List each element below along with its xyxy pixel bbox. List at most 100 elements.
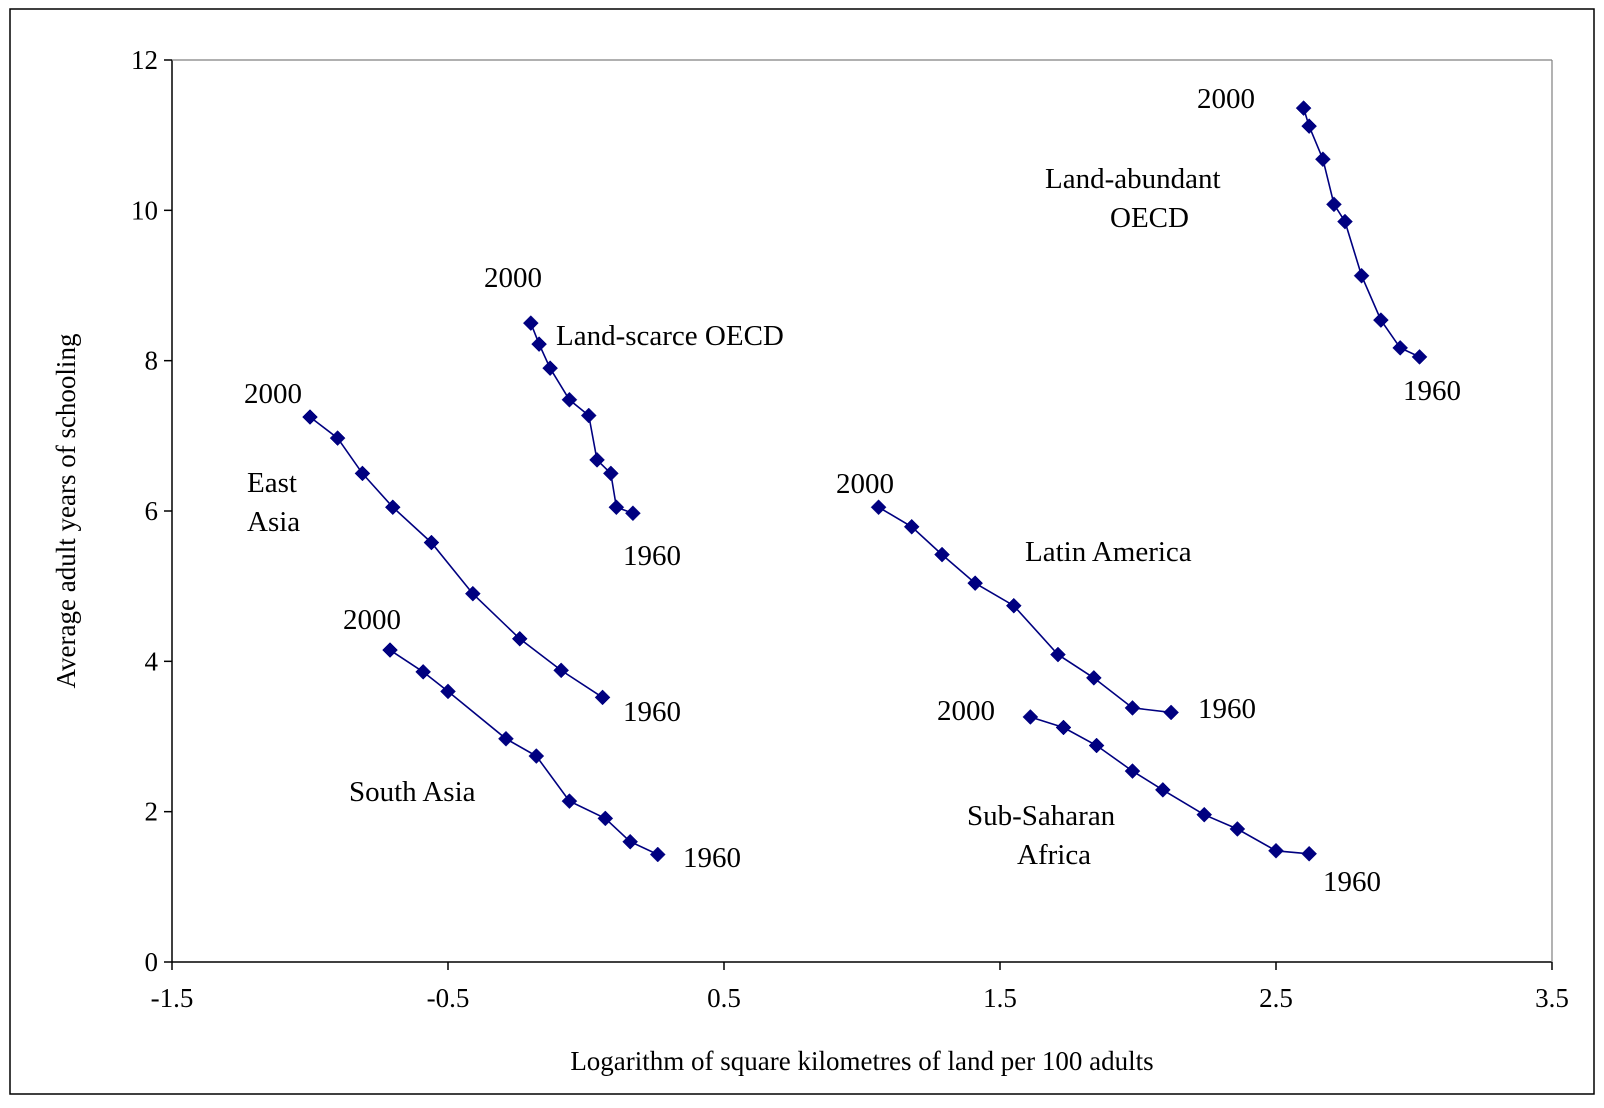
data-point (1124, 763, 1141, 779)
data-point (542, 360, 558, 377)
data-point (561, 391, 578, 408)
x-tick-label: 1.5 (983, 983, 1017, 1013)
data-point (522, 315, 539, 331)
data-point (464, 585, 481, 602)
data-point (553, 662, 570, 679)
y-tick-label: 12 (131, 45, 158, 75)
data-point (625, 505, 641, 522)
data-point (1392, 340, 1409, 356)
data-point (594, 689, 611, 706)
land-scarce-oecd-label: Land-scarce OECD (556, 320, 784, 352)
data-point (384, 499, 401, 516)
data-point (580, 407, 597, 424)
data-point (528, 748, 545, 764)
series-layer (302, 100, 1428, 863)
land-abundant-oecd-label-line1: Land-abundant (1045, 163, 1221, 195)
data-point (1315, 151, 1331, 168)
data-point (1337, 213, 1353, 230)
land-scarce-oecd-2000-label: 2000 (484, 262, 542, 294)
chart-frame (9, 8, 1595, 1095)
data-point (1268, 842, 1284, 859)
land-scarce-oecd-1960-label: 1960 (623, 540, 681, 572)
data-point (1301, 118, 1317, 135)
data-point (597, 810, 614, 827)
land-abundant-oecd-2000-label: 2000 (1197, 83, 1255, 115)
x-axis-title: Logarithm of square kilometres of land p… (570, 1046, 1153, 1076)
data-point (302, 409, 318, 425)
data-point (967, 575, 984, 592)
data-point (1005, 597, 1022, 614)
x-tick-label: 2.5 (1259, 983, 1293, 1013)
land-abundant-oecd-1960-label: 1960 (1403, 375, 1461, 407)
latin-america-2000-label: 2000 (836, 468, 894, 500)
data-point (423, 534, 440, 551)
annotations: East Asia 2000 1960 South Asia 2000 1960… (244, 83, 1461, 898)
data-point (1055, 719, 1072, 736)
series-land-scarce-oecd (522, 315, 641, 522)
data-point (1373, 312, 1389, 328)
data-point (1022, 709, 1039, 725)
y-tick-label: 8 (145, 346, 159, 376)
data-point (649, 846, 666, 863)
x-axis-ticks: -1.5 -0.5 0.5 1.5 2.5 3.5 (151, 962, 1569, 1013)
y-tick-label: 4 (145, 646, 159, 676)
x-tick-label: -0.5 (427, 983, 470, 1013)
data-point (1295, 100, 1312, 116)
series-east-asia (302, 409, 611, 706)
series-land-abundant-oecd (1295, 100, 1428, 365)
data-point (903, 518, 920, 535)
east-asia-1960-label: 1960 (623, 696, 681, 728)
x-tick-label: 3.5 (1535, 983, 1569, 1013)
data-point (1154, 782, 1171, 798)
data-point (1196, 806, 1213, 823)
sub-saharan-africa-label-line2: Africa (1017, 839, 1091, 871)
data-point (1050, 646, 1066, 663)
x-tick-label: 0.5 (707, 983, 741, 1013)
data-point (1229, 821, 1246, 837)
latin-america-label: Latin America (1025, 536, 1192, 568)
y-axis-title: Average adult years of schooling (51, 334, 81, 689)
data-point (602, 465, 619, 482)
data-point (589, 452, 605, 468)
y-tick-label: 6 (145, 496, 159, 526)
east-asia-2000-label: 2000 (244, 378, 302, 410)
x-tick-label: -1.5 (151, 983, 194, 1013)
data-point (561, 793, 578, 809)
data-point (329, 430, 346, 446)
series-latin-america (870, 499, 1179, 721)
y-tick-label: 10 (131, 195, 158, 225)
series-south-asia (382, 642, 666, 863)
data-point (1353, 267, 1370, 284)
sub-saharan-africa-label-line1: Sub-Saharan (967, 800, 1116, 832)
data-point (608, 499, 625, 516)
data-point (354, 465, 371, 482)
data-point (1088, 737, 1105, 754)
data-point (531, 336, 547, 352)
sub-saharan-africa-1960-label: 1960 (1323, 866, 1381, 898)
data-point (498, 730, 514, 747)
data-point (415, 664, 432, 680)
y-tick-label: 0 (145, 947, 159, 977)
y-axis-ticks: 0 2 4 6 8 10 12 (131, 45, 172, 977)
data-point (622, 833, 639, 850)
latin-america-1960-label: 1960 (1198, 693, 1256, 725)
y-tick-label: 2 (145, 797, 159, 827)
data-point (1163, 704, 1179, 721)
south-asia-2000-label: 2000 (343, 604, 401, 636)
sub-saharan-africa-2000-label: 2000 (937, 695, 995, 727)
data-point (1124, 700, 1141, 716)
data-point (440, 683, 456, 700)
data-point (1326, 196, 1342, 213)
data-point (1085, 670, 1102, 686)
data-point (1411, 349, 1428, 365)
series-sub-saharan-africa (1022, 709, 1317, 862)
land-abundant-oecd-label-line2: OECD (1110, 202, 1189, 234)
data-point (934, 546, 950, 563)
east-asia-label-line2: Asia (247, 506, 300, 538)
data-point (382, 642, 398, 658)
data-point (870, 499, 887, 516)
south-asia-1960-label: 1960 (683, 842, 741, 874)
east-asia-label-line1: East (247, 467, 297, 499)
